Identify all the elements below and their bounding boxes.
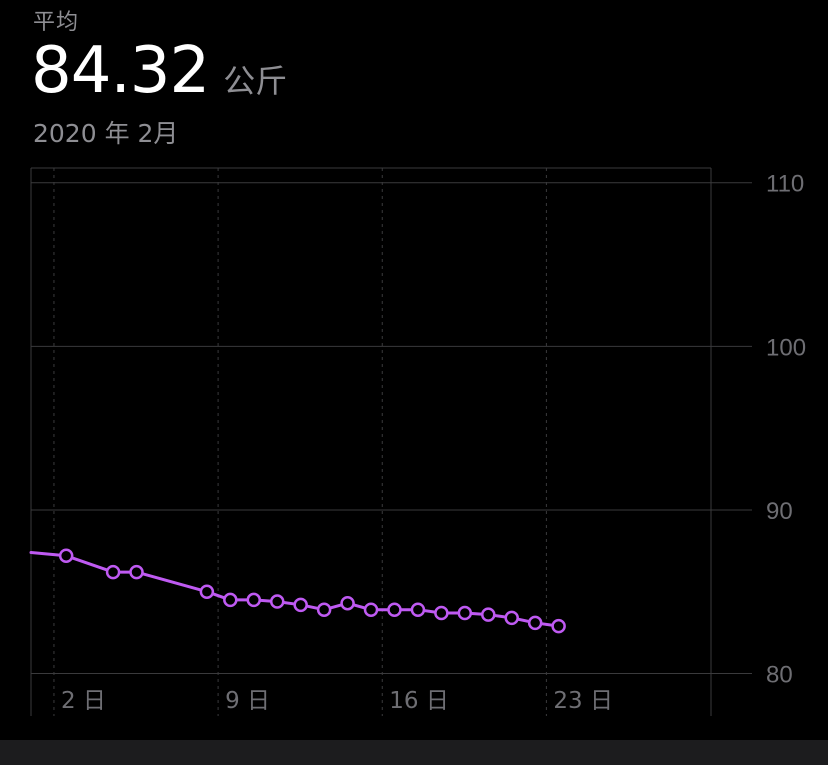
data-point bbox=[269, 594, 285, 609]
data-point bbox=[58, 548, 74, 563]
y-tick-label: 90 bbox=[766, 498, 793, 525]
y-tick-label: 80 bbox=[766, 662, 793, 689]
data-point bbox=[316, 602, 332, 617]
x-tick-label: 2 日 bbox=[61, 688, 106, 714]
data-point bbox=[457, 605, 473, 621]
x-tick-label: 9 日 bbox=[225, 688, 270, 714]
stat-value-row: 84.32 公斤 bbox=[31, 34, 287, 108]
data-point bbox=[246, 592, 262, 608]
bottom-bar bbox=[0, 740, 828, 765]
x-tick-label: 16 日 bbox=[389, 688, 449, 714]
data-point bbox=[434, 605, 449, 621]
series-line bbox=[29, 551, 561, 628]
data-point bbox=[199, 584, 215, 599]
average-value: 84.32 bbox=[31, 34, 210, 108]
period-label: 2020 年 2月 bbox=[33, 119, 179, 148]
data-point bbox=[387, 602, 402, 617]
unit-label: 公斤 bbox=[223, 62, 288, 100]
y-tick-label: 110 bbox=[766, 171, 804, 198]
stat-label: 平均 bbox=[33, 10, 80, 35]
data-point bbox=[223, 592, 238, 608]
data-point bbox=[410, 602, 426, 617]
data-point bbox=[340, 595, 355, 611]
y-tick-label: 100 bbox=[766, 334, 806, 361]
data-point bbox=[293, 597, 308, 613]
data-point bbox=[481, 607, 496, 622]
data-point bbox=[129, 564, 144, 580]
data-point bbox=[105, 564, 121, 580]
data-point bbox=[527, 615, 543, 631]
data-point bbox=[551, 618, 566, 634]
weight-chart[interactable]: 110 100 90 80 2 日 9 日 16 日 23 日 bbox=[0, 0, 828, 740]
data-point bbox=[504, 610, 519, 626]
x-tick-label: 23 日 bbox=[553, 688, 613, 714]
data-point bbox=[363, 602, 379, 617]
